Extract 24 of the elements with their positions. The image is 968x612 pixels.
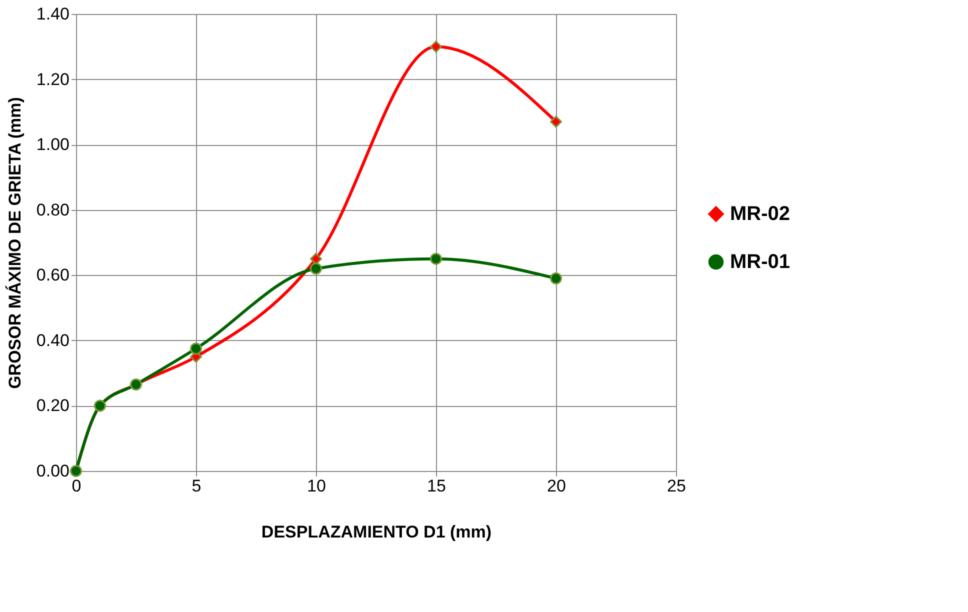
y-tick-label: 1.40 <box>36 4 70 24</box>
point <box>550 272 562 284</box>
point <box>190 342 202 355</box>
y-tick-label: 0.60 <box>36 266 70 285</box>
legend-label: MR-02 <box>730 203 790 225</box>
x-tick-label: 15 <box>427 476 446 496</box>
y-tick-label: 0.20 <box>36 396 70 416</box>
point <box>430 252 442 265</box>
x-tick-label: 10 <box>307 476 326 496</box>
point <box>550 116 562 128</box>
legend-label: MR-01 <box>730 251 790 273</box>
x-tick-label: 20 <box>547 476 566 496</box>
x-tick-label: 5 <box>192 476 202 496</box>
x-axis-title: DESPLAZAMIENTO D1 (mm) <box>261 522 492 542</box>
x-tick-label: 25 <box>667 476 686 496</box>
y-tick-label: 0.40 <box>36 330 70 350</box>
y-axis-title: GROSOR MÁXIMO DE GRIETA (mm) <box>4 97 24 389</box>
point <box>430 40 442 53</box>
y-tick-label: 1.20 <box>36 70 70 89</box>
point <box>310 262 322 275</box>
y-tick-label: 0.00 <box>36 462 70 480</box>
y-tick-label: 0.80 <box>36 200 70 220</box>
y-tick-label: 1.00 <box>36 135 70 154</box>
x-tick-label: 0 <box>72 476 82 496</box>
